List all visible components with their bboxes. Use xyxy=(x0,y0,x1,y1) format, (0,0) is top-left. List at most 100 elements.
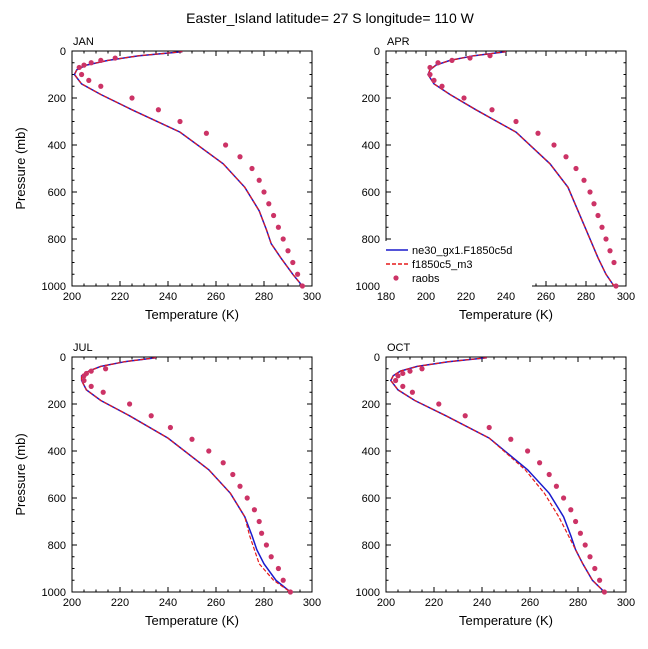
raobs-marker xyxy=(427,64,433,71)
raobs-marker xyxy=(435,60,441,66)
legend-label: f1850c5_m3 xyxy=(412,259,473,271)
y-tick-label: 400 xyxy=(362,446,380,458)
raobs-marker xyxy=(595,212,601,219)
x-tick-label: 220 xyxy=(111,291,129,303)
raobs-marker xyxy=(299,283,305,289)
chart-panel-oct: 200 220 240 260 280 300 0 200 400 600 800 1000 OCT Te… xyxy=(356,342,636,628)
raobs-marker xyxy=(88,368,94,374)
raobs-marker xyxy=(592,565,598,572)
y-axis-label: Pressure (mb) xyxy=(13,433,28,515)
y-tick-label: 600 xyxy=(48,493,66,505)
raobs-marker xyxy=(275,565,281,572)
y-tick-label: 0 xyxy=(60,46,66,58)
x-tick-label: 200 xyxy=(417,291,435,303)
x-tick-label: 260 xyxy=(207,291,225,303)
legend-label: ne30_gx1.F1850c5d xyxy=(412,245,512,257)
raobs-marker xyxy=(266,201,272,207)
raobs-marker xyxy=(486,424,492,431)
x-axis-label: Temperature (K) xyxy=(145,613,239,628)
x-tick-label: 280 xyxy=(577,291,595,303)
raobs-marker xyxy=(561,495,567,501)
raobs-marker xyxy=(613,283,619,289)
raobs-marker xyxy=(611,259,617,266)
raobs-marker xyxy=(81,373,87,379)
x-tick-label: 220 xyxy=(425,597,443,609)
raobs-marker xyxy=(259,530,265,536)
raobs-marker xyxy=(148,413,154,419)
y-tick-label: 1000 xyxy=(42,587,66,599)
y-tick-label: 1000 xyxy=(356,587,380,599)
y-tick-label: 800 xyxy=(362,234,380,246)
raobs-marker xyxy=(427,71,433,78)
panels-container: 200 220 240 260 280 300 0 200 400 600 800 1000 JAN Te… xyxy=(13,36,635,628)
raobs-marker xyxy=(591,201,597,207)
raobs-marker xyxy=(393,377,399,384)
raobs-marker xyxy=(280,577,286,583)
x-axis-label: Temperature (K) xyxy=(459,307,553,322)
x-tick-label: 240 xyxy=(159,597,177,609)
raobs-marker xyxy=(220,460,226,466)
chart-panel-apr: 180 200 220 240 260 280 300 0 200 400 600 800 1000 AP… xyxy=(356,36,636,322)
raobs-marker xyxy=(407,368,413,374)
y-tick-label: 1000 xyxy=(42,281,66,293)
raobs-marker xyxy=(285,248,291,254)
x-tick-label: 260 xyxy=(521,597,539,609)
raobs-marker xyxy=(537,460,543,466)
raobs-marker xyxy=(400,383,406,389)
x-tick-label: 240 xyxy=(473,597,491,609)
raobs-marker xyxy=(587,189,593,195)
raobs-marker xyxy=(76,64,82,71)
y-tick-label: 0 xyxy=(374,352,380,364)
raobs-marker xyxy=(587,554,593,560)
x-tick-label: 260 xyxy=(207,597,225,609)
raobs-marker xyxy=(100,389,106,395)
raobs-marker xyxy=(525,448,531,454)
raobs-marker xyxy=(251,507,257,513)
raobs-marker xyxy=(275,224,281,230)
raobs-marker xyxy=(98,83,104,89)
x-tick-label: 280 xyxy=(255,291,273,303)
y-tick-label: 600 xyxy=(362,187,380,199)
raobs-marker xyxy=(88,60,94,66)
y-tick-label: 400 xyxy=(362,140,380,152)
raobs-marker xyxy=(86,77,92,83)
raobs-marker xyxy=(553,483,560,489)
raobs-marker xyxy=(81,62,87,68)
raobs-marker xyxy=(449,57,455,64)
legend-marker xyxy=(393,275,399,281)
raobs-marker xyxy=(599,224,605,230)
raobs-marker xyxy=(419,366,425,372)
raobs-marker xyxy=(573,518,579,525)
raobs-marker xyxy=(577,530,584,536)
chart-panel-jan: 200 220 240 260 280 300 0 200 400 600 800 1000 JAN Te… xyxy=(13,36,321,322)
raobs-marker xyxy=(81,377,87,384)
panel-label: JAN xyxy=(73,36,94,48)
raobs-marker xyxy=(271,212,277,219)
raobs-marker xyxy=(431,77,437,83)
y-tick-label: 800 xyxy=(362,540,380,552)
x-tick-label: 300 xyxy=(617,291,635,303)
raobs-marker xyxy=(256,177,262,183)
x-axis-label: Temperature (K) xyxy=(145,307,239,322)
x-tick-label: 220 xyxy=(457,291,475,303)
y-tick-label: 200 xyxy=(48,93,66,105)
raobs-marker xyxy=(167,424,173,431)
raobs-marker xyxy=(261,189,267,195)
raobs-marker xyxy=(177,118,183,125)
raobs-marker xyxy=(88,383,94,389)
y-tick-label: 200 xyxy=(362,93,380,105)
x-tick-label: 300 xyxy=(303,597,321,609)
x-tick-label: 300 xyxy=(617,597,635,609)
raobs-marker xyxy=(467,55,473,61)
y-tick-label: 800 xyxy=(48,540,66,552)
raobs-marker xyxy=(263,542,269,548)
raobs-marker xyxy=(607,248,613,254)
raobs-marker xyxy=(230,471,236,478)
x-tick-label: 240 xyxy=(159,291,177,303)
raobs-marker xyxy=(223,142,229,148)
legend-label: raobs xyxy=(412,273,440,285)
series-line-f1850c5 xyxy=(390,357,605,593)
